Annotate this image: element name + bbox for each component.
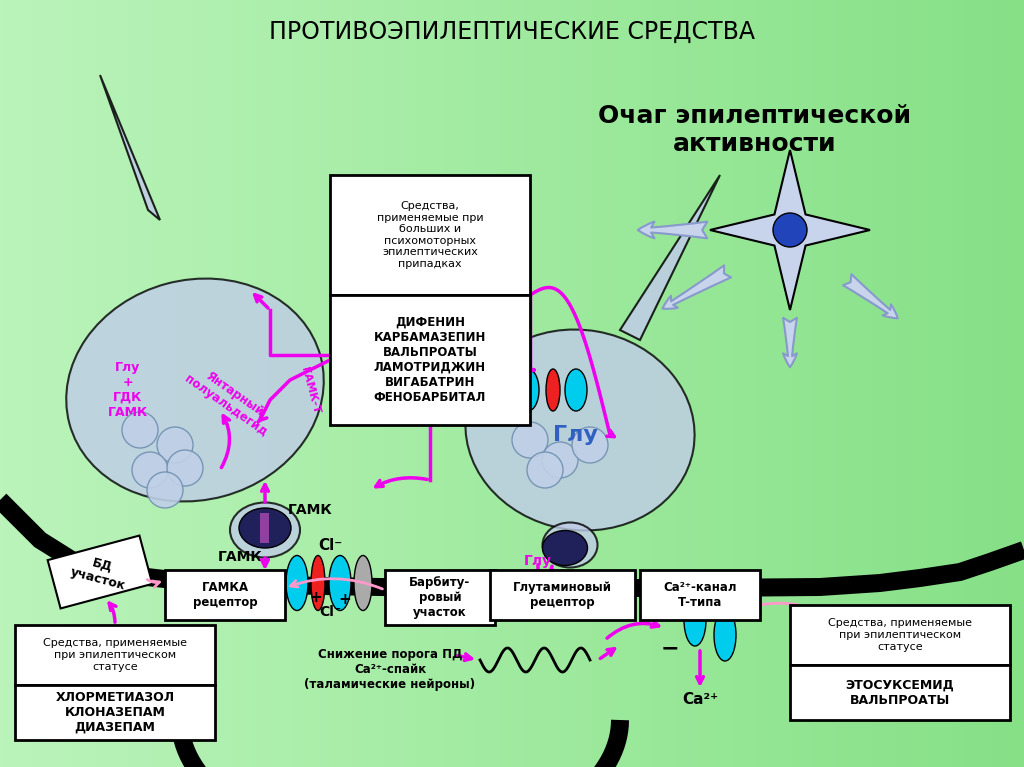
Text: Ca²⁺: Ca²⁺ (682, 693, 718, 707)
Text: Глутаминовый
рецептор: Глутаминовый рецептор (513, 581, 612, 609)
Ellipse shape (543, 531, 588, 565)
Text: Глу
+
ГДК
ГАМК: Глу + ГДК ГАМК (108, 361, 148, 419)
Ellipse shape (67, 278, 324, 502)
Text: Средства, применяемые
при эпилептическом
статусе: Средства, применяемые при эпилептическом… (828, 618, 972, 652)
Ellipse shape (543, 522, 597, 568)
Circle shape (167, 450, 203, 486)
Bar (260, 513, 269, 543)
Ellipse shape (517, 369, 539, 411)
FancyBboxPatch shape (490, 570, 635, 620)
Text: Глу: Глу (553, 425, 597, 445)
FancyBboxPatch shape (15, 625, 215, 685)
Text: ГАМК: ГАМК (288, 503, 333, 517)
Ellipse shape (311, 555, 325, 611)
FancyBboxPatch shape (165, 570, 285, 620)
Text: ГАМК: ГАМК (218, 550, 262, 564)
Ellipse shape (239, 508, 291, 548)
Ellipse shape (714, 609, 736, 661)
FancyBboxPatch shape (15, 685, 215, 740)
Polygon shape (620, 175, 720, 340)
Text: БД
участок: БД участок (69, 551, 131, 593)
Text: Глу: Глу (524, 554, 552, 568)
FancyBboxPatch shape (385, 570, 495, 625)
Polygon shape (0, 494, 1024, 597)
Text: Снижение порога ПД
Ca²⁺-спайк
(таламические нейроны): Снижение порога ПД Ca²⁺-спайк (таламичес… (304, 648, 475, 691)
Text: −: − (660, 638, 679, 658)
Text: +: + (339, 592, 351, 607)
Circle shape (157, 427, 193, 463)
Polygon shape (48, 535, 153, 608)
Text: Янтарный
полуальдегид: Янтарный полуальдегид (182, 360, 278, 439)
Text: ХЛОРМЕТИАЗОЛ
КЛОНАЗЕПАМ
ДИАЗЕПАМ: ХЛОРМЕТИАЗОЛ КЛОНАЗЕПАМ ДИАЗЕПАМ (55, 691, 174, 734)
Text: Средства,
применяемые при
больших и
психомоторных
эпилептических
припадках: Средства, применяемые при больших и псих… (377, 201, 483, 269)
Ellipse shape (230, 502, 300, 558)
Circle shape (132, 452, 168, 488)
Polygon shape (171, 719, 629, 767)
Text: +: + (309, 591, 323, 605)
Circle shape (542, 442, 578, 478)
Text: Ca²⁺-канал
Т-типа: Ca²⁺-канал Т-типа (664, 581, 736, 609)
Text: ДИФЕНИН
КАРБАМАЗЕПИН
ВАЛЬПРОАТЫ
ЛАМОТРИДЖИН
ВИГАБАТРИН
ФЕНОБАРБИТАЛ: ДИФЕНИН КАРБАМАЗЕПИН ВАЛЬПРОАТЫ ЛАМОТРИД… (374, 316, 486, 404)
Text: Барбиту-
ровый
участок: Барбиту- ровый участок (410, 576, 471, 619)
Text: ПРОТИВОЭПИЛЕПТИЧЕСКИЕ СРЕДСТВА: ПРОТИВОЭПИЛЕПТИЧЕСКИЕ СРЕДСТВА (269, 20, 755, 44)
Text: ГАМКA
рецептор: ГАМКA рецептор (193, 581, 257, 609)
Ellipse shape (466, 330, 694, 531)
Text: ГАМК-Т: ГАМК-Т (299, 366, 322, 414)
Polygon shape (710, 150, 870, 310)
Ellipse shape (565, 369, 587, 411)
Ellipse shape (684, 594, 706, 646)
Circle shape (147, 472, 183, 508)
Text: ЭТОСУКСЕМИД
ВАЛЬПРОАТЫ: ЭТОСУКСЕМИД ВАЛЬПРОАТЫ (846, 679, 954, 706)
Circle shape (122, 412, 158, 448)
Polygon shape (100, 75, 160, 220)
FancyBboxPatch shape (640, 570, 760, 620)
Ellipse shape (546, 369, 560, 411)
Ellipse shape (329, 555, 351, 611)
Text: Cl⁻: Cl⁻ (318, 605, 341, 619)
FancyBboxPatch shape (790, 605, 1010, 665)
FancyBboxPatch shape (330, 175, 530, 295)
Circle shape (773, 213, 807, 247)
Circle shape (572, 427, 608, 463)
Text: Очаг эпилептической
активности: Очаг эпилептической активности (598, 104, 911, 156)
Ellipse shape (286, 555, 308, 611)
Circle shape (512, 422, 548, 458)
Ellipse shape (354, 555, 372, 611)
Circle shape (527, 452, 563, 488)
Text: Na⁺: Na⁺ (494, 356, 527, 374)
Text: Средства, применяемые
при эпилептическом
статусе: Средства, применяемые при эпилептическом… (43, 638, 187, 672)
FancyBboxPatch shape (330, 295, 530, 425)
Text: Cl⁻: Cl⁻ (317, 538, 342, 552)
FancyBboxPatch shape (790, 665, 1010, 720)
